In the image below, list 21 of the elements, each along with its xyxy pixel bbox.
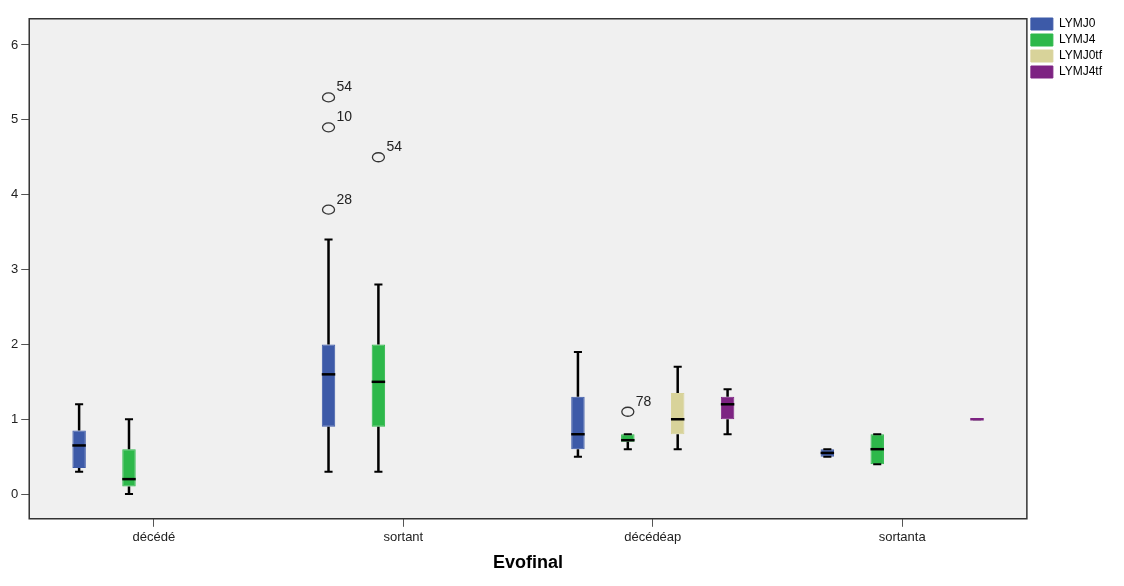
annotation: 78 — [635, 392, 652, 409]
y-tick-label: 5 — [11, 111, 19, 127]
legend-label: LYMJ4tf — [1058, 64, 1103, 79]
x-tick-label: décédéap — [624, 529, 682, 545]
x-tick-label: sortanta — [878, 529, 927, 545]
y-tick-label: 0 — [11, 485, 19, 501]
annotation: 54 — [336, 78, 353, 95]
x-tick-label: sortant — [383, 529, 424, 545]
x-axis-title: Evofinal — [493, 552, 564, 573]
y-tick-label: 4 — [11, 186, 19, 202]
legend-label: LYMJ0 — [1058, 16, 1096, 31]
annotation: 28 — [336, 190, 353, 207]
x-tick-label: décédé — [132, 529, 176, 545]
y-tick-label: 2 — [11, 335, 19, 351]
y-tick-label: 6 — [11, 36, 19, 52]
y-tick-label: 3 — [11, 261, 19, 277]
annotation: 54 — [386, 138, 403, 155]
annotation: 10 — [336, 108, 353, 125]
legend-label: LYMJ0tf — [1058, 48, 1103, 63]
y-tick-label: 1 — [11, 410, 19, 426]
legend-label: LYMJ4 — [1058, 32, 1096, 47]
